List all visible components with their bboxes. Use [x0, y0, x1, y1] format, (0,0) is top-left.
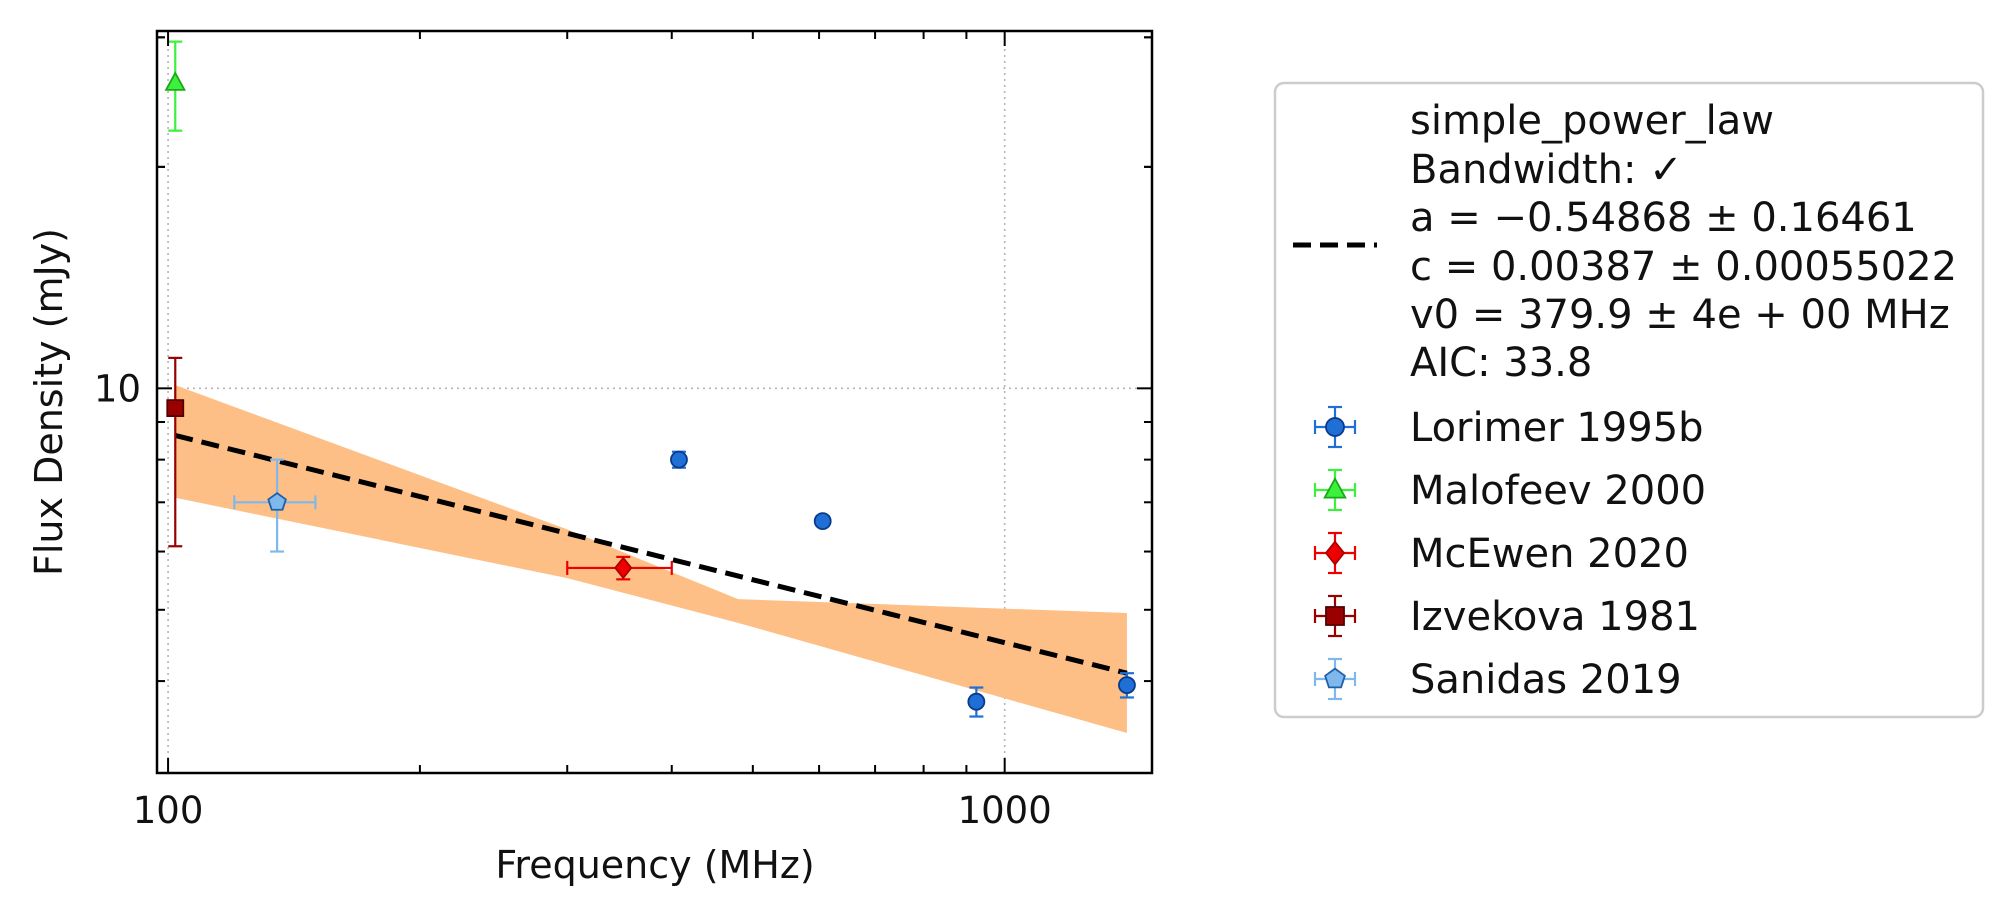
- legend-series-label: Lorimer 1995b: [1410, 405, 1704, 451]
- legend-entry: Sanidas 2019: [1313, 657, 1682, 703]
- legend-series-label: Malofeev 2000: [1410, 468, 1706, 514]
- data-point: [670, 450, 688, 469]
- data-point: [233, 458, 317, 553]
- y-axis-label: Flux Density (mJy): [27, 228, 71, 576]
- legend-series-label: McEwen 2020: [1410, 531, 1689, 577]
- data-point: [166, 356, 185, 548]
- legend-fit-aic: AIC: 33.8: [1410, 340, 1592, 386]
- point-marker-square: [166, 399, 185, 418]
- legend-entry: Lorimer 1995b: [1313, 405, 1704, 451]
- point-marker-triangle: [164, 71, 186, 91]
- data-point: [813, 512, 832, 530]
- legend-entry: Malofeev 2000: [1313, 468, 1706, 514]
- point-marker-pentagon: [267, 491, 287, 511]
- legend-marker-pentagon: [1324, 667, 1346, 689]
- fit-line-group: [174, 432, 1128, 676]
- legend-entry: Izvekova 1981: [1313, 594, 1700, 640]
- data-point: [967, 686, 986, 718]
- legend-fit-name: simple_power_law: [1410, 98, 1774, 144]
- plot-frame: [155, 29, 1154, 775]
- x-tick-label: 1000: [958, 789, 1052, 832]
- point-marker-circle: [813, 512, 832, 530]
- legend-entry: McEwen 2020: [1313, 531, 1689, 577]
- legend-fit-bandwidth: Bandwidth: ✓: [1410, 147, 1683, 193]
- data-point: [164, 40, 186, 132]
- legend-fit-param-a: a = −0.54868 ± 0.16461: [1410, 195, 1917, 241]
- data-points: [164, 40, 1136, 718]
- y-tick-label: 10: [94, 367, 141, 410]
- legend-fit-param-c: c = 0.00387 ± 0.00055022: [1410, 244, 1957, 290]
- tick-labels: 100 1000 10: [94, 367, 1052, 832]
- data-point: [566, 555, 673, 581]
- x-axis-label: Frequency (MHz): [495, 843, 814, 887]
- legend-series-entries: Lorimer 1995b Malofeev 2000 McEwen 2020 Izv…: [1313, 405, 1706, 703]
- legend: simple_power_law Bandwidth: ✓ a = −0.548…: [1273, 81, 1985, 719]
- x-tick-label: 100: [133, 789, 204, 832]
- legend-marker-square: [1325, 606, 1345, 626]
- point-marker-circle: [670, 450, 688, 469]
- fit-line: [174, 432, 1128, 676]
- point-marker-circle: [967, 692, 986, 711]
- legend-series-label: Sanidas 2019: [1410, 657, 1682, 703]
- point-marker-circle: [1118, 676, 1136, 695]
- legend-fit-param-v0: v0 = 379.9 ± 4e + 00 MHz: [1410, 292, 1950, 338]
- legend-frame: [1273, 81, 1985, 719]
- legend-series-label: Izvekova 1981: [1410, 594, 1700, 640]
- plot-axes: [155, 29, 1154, 775]
- legend-marker-diamond: [1324, 540, 1346, 566]
- fit-band-area: [175, 385, 1127, 734]
- fit-uncertainty-band: [175, 385, 1127, 734]
- data-point: [1118, 672, 1136, 699]
- legend-marker-circle: [1325, 417, 1345, 437]
- point-marker-diamond: [614, 556, 633, 580]
- legend-marker-triangle: [1323, 476, 1347, 499]
